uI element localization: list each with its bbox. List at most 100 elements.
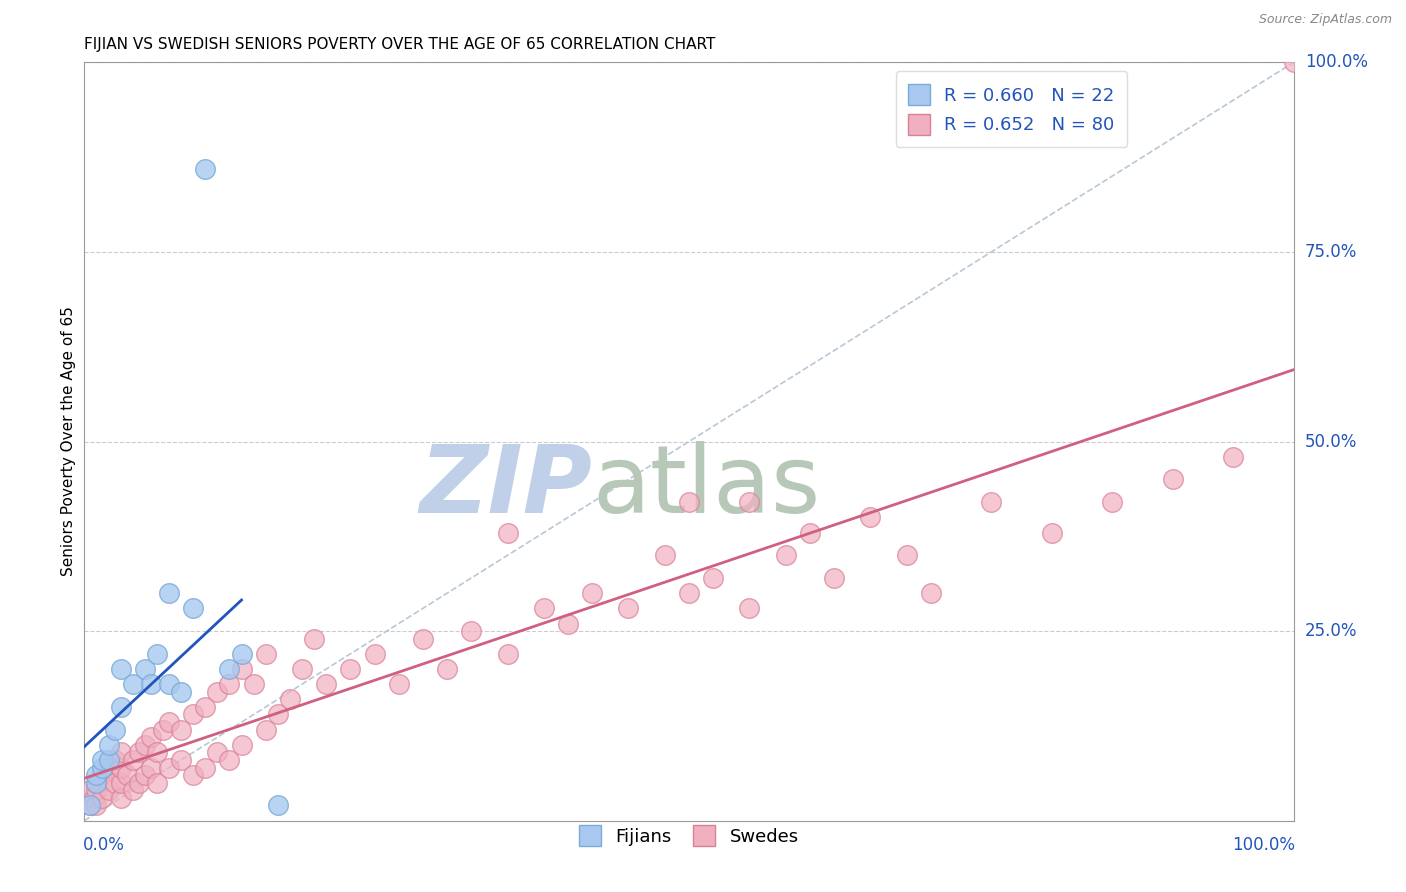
Point [702, 571, 724, 585]
Point [86, 798, 108, 813]
Point [86, 776, 108, 790]
Point [267, 707, 290, 722]
Point [194, 161, 217, 176]
Point [128, 776, 150, 790]
Point [104, 723, 127, 737]
Point [121, 677, 143, 691]
Point [121, 783, 143, 797]
Point [110, 662, 132, 676]
Point [86, 768, 108, 782]
Point [97, 753, 120, 767]
Point [104, 776, 127, 790]
Point [218, 662, 240, 676]
Point [121, 753, 143, 767]
Point [1040, 525, 1063, 540]
Point [146, 746, 169, 760]
Point [738, 601, 761, 615]
Point [104, 753, 127, 767]
Text: 25.0%: 25.0% [1305, 622, 1357, 640]
Point [581, 586, 603, 600]
Text: 75.0%: 75.0% [1305, 243, 1357, 261]
Legend: Fijians, Swedes: Fijians, Swedes [572, 818, 806, 854]
Point [823, 571, 845, 585]
Point [194, 760, 217, 774]
Point [110, 791, 132, 805]
Point [110, 760, 132, 774]
Point [1282, 55, 1305, 70]
Point [157, 760, 180, 774]
Point [460, 624, 482, 639]
Point [254, 723, 277, 737]
Point [1222, 450, 1244, 464]
Point [339, 662, 361, 676]
Point [91, 760, 114, 774]
Point [146, 647, 169, 661]
Text: FIJIAN VS SWEDISH SENIORS POVERTY OVER THE AGE OF 65 CORRELATION CHART: FIJIAN VS SWEDISH SENIORS POVERTY OVER T… [84, 37, 716, 52]
Text: ZIP: ZIP [419, 441, 592, 533]
Point [110, 776, 132, 790]
Text: Source: ZipAtlas.com: Source: ZipAtlas.com [1258, 13, 1392, 27]
Point [134, 738, 156, 752]
Point [110, 746, 132, 760]
Point [302, 632, 325, 646]
Point [181, 601, 204, 615]
Text: 50.0%: 50.0% [1305, 433, 1357, 450]
Point [91, 768, 114, 782]
Point [139, 760, 162, 774]
Point [91, 753, 114, 767]
Point [128, 746, 150, 760]
Point [91, 791, 114, 805]
Point [139, 677, 162, 691]
Point [170, 685, 193, 699]
Point [388, 677, 411, 691]
Point [218, 753, 240, 767]
Point [181, 707, 204, 722]
Point [1101, 495, 1123, 509]
Point [254, 647, 277, 661]
Point [678, 586, 700, 600]
Point [218, 677, 240, 691]
Point [170, 753, 193, 767]
Point [181, 768, 204, 782]
Point [79, 783, 101, 797]
Point [231, 647, 253, 661]
Point [79, 798, 101, 813]
Text: 0.0%: 0.0% [83, 836, 125, 854]
Point [207, 685, 229, 699]
Point [775, 548, 797, 563]
Point [97, 738, 120, 752]
Point [110, 699, 132, 714]
Point [1161, 473, 1184, 487]
Point [533, 601, 555, 615]
Point [115, 768, 138, 782]
Y-axis label: Seniors Poverty Over the Age of 65: Seniors Poverty Over the Age of 65 [60, 307, 76, 576]
Point [654, 548, 676, 563]
Point [194, 699, 217, 714]
Point [86, 783, 108, 797]
Point [278, 692, 301, 706]
Text: 100.0%: 100.0% [1232, 836, 1295, 854]
Point [170, 723, 193, 737]
Point [157, 715, 180, 730]
Point [678, 495, 700, 509]
Point [152, 723, 174, 737]
Point [79, 798, 101, 813]
Point [97, 760, 120, 774]
Point [146, 776, 169, 790]
Point [134, 662, 156, 676]
Point [980, 495, 1002, 509]
Point [86, 776, 108, 790]
Point [231, 662, 253, 676]
Point [496, 647, 519, 661]
Text: atlas: atlas [592, 441, 821, 533]
Point [267, 798, 290, 813]
Point [738, 495, 761, 509]
Text: 100.0%: 100.0% [1305, 54, 1368, 71]
Point [617, 601, 640, 615]
Point [920, 586, 942, 600]
Point [315, 677, 337, 691]
Point [242, 677, 264, 691]
Point [799, 525, 821, 540]
Point [207, 746, 229, 760]
Point [557, 616, 579, 631]
